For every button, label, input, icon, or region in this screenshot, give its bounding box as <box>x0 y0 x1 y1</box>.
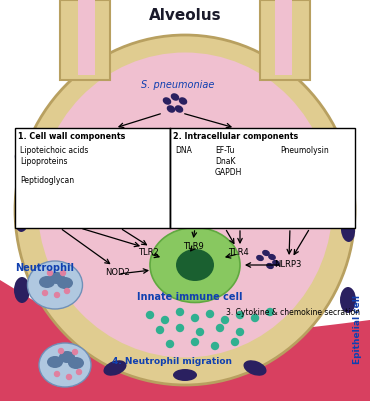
Text: DNA: DNA <box>175 146 192 155</box>
Polygon shape <box>78 0 95 75</box>
Ellipse shape <box>243 360 266 376</box>
Text: Lipoteichoic acids: Lipoteichoic acids <box>20 146 88 155</box>
Circle shape <box>266 308 273 316</box>
Polygon shape <box>260 0 310 80</box>
Ellipse shape <box>49 272 65 284</box>
Text: Lipoproteins: Lipoproteins <box>20 157 67 166</box>
Circle shape <box>54 292 60 298</box>
Text: NLRP3: NLRP3 <box>274 260 302 269</box>
Ellipse shape <box>150 227 240 302</box>
Ellipse shape <box>262 250 270 256</box>
Circle shape <box>157 326 164 334</box>
Circle shape <box>176 324 184 332</box>
Ellipse shape <box>15 143 29 167</box>
Polygon shape <box>310 0 370 60</box>
Circle shape <box>147 312 154 318</box>
Ellipse shape <box>272 260 280 266</box>
Text: EF-Tu: EF-Tu <box>215 146 235 155</box>
Circle shape <box>192 314 198 322</box>
Ellipse shape <box>256 255 264 261</box>
Circle shape <box>166 340 174 348</box>
Ellipse shape <box>179 97 187 105</box>
Polygon shape <box>60 0 110 80</box>
Text: Alveolus: Alveolus <box>149 8 221 23</box>
Circle shape <box>161 316 168 324</box>
Ellipse shape <box>59 351 75 363</box>
Circle shape <box>77 369 81 375</box>
Ellipse shape <box>14 277 30 303</box>
Circle shape <box>64 288 70 294</box>
Ellipse shape <box>266 263 274 269</box>
Circle shape <box>212 342 219 350</box>
Circle shape <box>192 338 198 346</box>
Polygon shape <box>0 0 60 60</box>
Ellipse shape <box>176 249 214 281</box>
Circle shape <box>54 371 60 377</box>
Ellipse shape <box>39 343 91 387</box>
Polygon shape <box>0 280 370 401</box>
Circle shape <box>252 314 259 322</box>
Ellipse shape <box>68 357 84 369</box>
Text: Peptidoglycan: Peptidoglycan <box>20 176 74 185</box>
Text: 3. Cytokine & chemokine secration: 3. Cytokine & chemokine secration <box>226 308 360 317</box>
Ellipse shape <box>341 218 355 242</box>
Circle shape <box>206 310 213 318</box>
Bar <box>15 128 170 228</box>
Circle shape <box>236 312 243 318</box>
Ellipse shape <box>47 356 63 368</box>
Circle shape <box>236 328 243 336</box>
Ellipse shape <box>163 97 171 105</box>
Text: 1. Cell wall components: 1. Cell wall components <box>18 132 125 141</box>
Bar <box>170 128 355 228</box>
Circle shape <box>43 290 47 296</box>
Text: DnaK: DnaK <box>215 157 235 166</box>
Text: TLR9: TLR9 <box>183 242 204 251</box>
Text: 4. Neutrophil migration: 4. Neutrophil migration <box>112 358 232 367</box>
Circle shape <box>232 338 239 346</box>
Ellipse shape <box>27 261 83 309</box>
Text: Neutrophil: Neutrophil <box>15 263 74 273</box>
Circle shape <box>73 350 77 354</box>
Text: GAPDH: GAPDH <box>215 168 242 177</box>
Ellipse shape <box>171 93 179 101</box>
Ellipse shape <box>340 287 356 313</box>
Circle shape <box>196 328 204 336</box>
Ellipse shape <box>167 105 175 113</box>
Circle shape <box>216 324 223 332</box>
Ellipse shape <box>104 360 127 376</box>
Ellipse shape <box>39 276 55 288</box>
Ellipse shape <box>175 105 183 113</box>
Circle shape <box>61 271 65 275</box>
Ellipse shape <box>341 143 355 167</box>
Text: NOD2: NOD2 <box>105 268 130 277</box>
Circle shape <box>47 271 53 275</box>
Ellipse shape <box>57 277 73 289</box>
Circle shape <box>58 348 64 354</box>
Circle shape <box>222 316 229 324</box>
Text: Pneumolysin: Pneumolysin <box>280 146 329 155</box>
Text: TLR2: TLR2 <box>138 248 158 257</box>
Circle shape <box>67 375 71 379</box>
Text: 2. Intracellular components: 2. Intracellular components <box>173 132 298 141</box>
Ellipse shape <box>15 208 29 232</box>
Polygon shape <box>275 0 292 75</box>
Ellipse shape <box>15 35 355 385</box>
Circle shape <box>176 308 184 316</box>
Ellipse shape <box>268 254 276 260</box>
Text: Innate immune cell: Innate immune cell <box>137 292 243 302</box>
Text: TLR4: TLR4 <box>228 248 248 257</box>
Text: S. pneumoniae: S. pneumoniae <box>141 80 215 90</box>
Ellipse shape <box>173 369 197 381</box>
Ellipse shape <box>37 53 333 358</box>
Text: Epithelial cell: Epithelial cell <box>353 295 363 364</box>
